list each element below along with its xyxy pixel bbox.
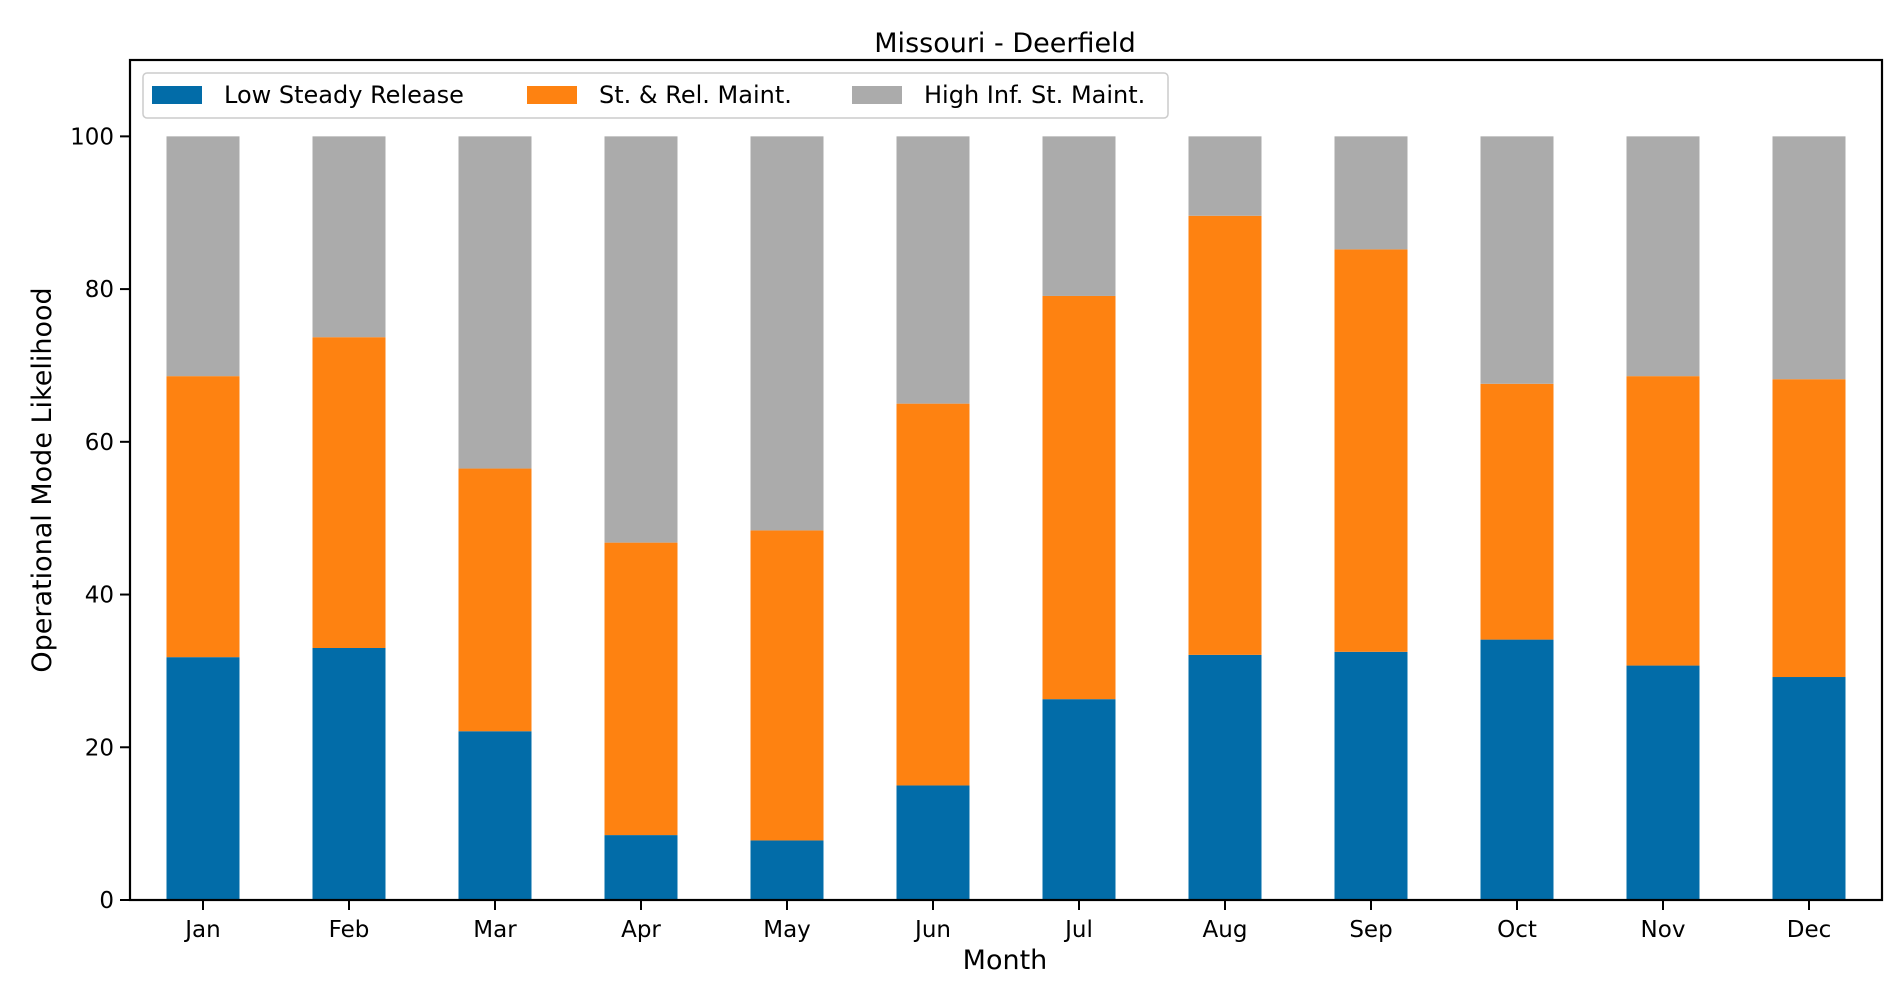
bar-may-series-2 — [750, 530, 824, 841]
y-tick-label: 80 — [85, 277, 114, 303]
x-tick-label: Dec — [1787, 917, 1832, 943]
bar-jan-series-3 — [166, 136, 240, 377]
x-tick-label: Feb — [329, 917, 370, 943]
bar-jun-series-3 — [896, 136, 970, 404]
bar-sep-series-2 — [1334, 249, 1408, 652]
legend-swatch-2 — [527, 86, 577, 104]
axes-layer: 0 20 40 60 80 100 Jan Feb Mar Apr May Jun Jul Aug Sep O… — [70, 58, 1884, 943]
chart-title: Missouri - Deerfield — [874, 28, 1135, 59]
x-axis-title: Month — [963, 945, 1048, 976]
x-tick-label: Jun — [913, 917, 951, 943]
bar-feb-series-1 — [312, 648, 386, 900]
bar-may-series-3 — [750, 136, 824, 531]
bar-nov-series-1 — [1626, 665, 1700, 900]
bar-oct-series-1 — [1480, 639, 1554, 900]
bar-aug-series-2 — [1188, 215, 1262, 655]
bar-feb-series-2 — [312, 337, 386, 648]
bar-mar-series-3 — [458, 136, 532, 469]
bar-apr-series-1 — [604, 835, 678, 900]
bar-jul-series-3 — [1042, 136, 1116, 296]
legend-label-1: Low Steady Release — [224, 81, 464, 109]
x-tick-label: Jan — [183, 917, 220, 943]
bar-jan-series-2 — [166, 376, 240, 658]
bar-dec-series-1 — [1772, 677, 1846, 900]
bar-mar-series-2 — [458, 468, 532, 732]
y-tick-label: 20 — [85, 735, 114, 761]
bar-jun-series-2 — [896, 403, 970, 786]
y-tick-label: 100 — [70, 124, 114, 150]
bar-dec-series-3 — [1772, 136, 1846, 380]
y-tick-label: 0 — [99, 888, 114, 914]
bar-nov-series-2 — [1626, 376, 1700, 666]
legend-label-2: St. & Rel. Maint. — [599, 81, 792, 109]
bar-mar-series-1 — [458, 731, 532, 900]
bar-jul-series-1 — [1042, 699, 1116, 900]
bar-oct-series-3 — [1480, 136, 1554, 384]
bar-sep-series-3 — [1334, 136, 1408, 250]
y-axis-title: Operational Mode Likelihood — [27, 287, 58, 672]
x-tick-label: Apr — [621, 917, 661, 943]
bars-layer — [166, 136, 1846, 900]
x-tick-label: Mar — [473, 917, 517, 943]
bar-apr-series-2 — [604, 542, 678, 836]
x-tick-label: Sep — [1349, 917, 1392, 943]
bar-jun-series-1 — [896, 785, 970, 900]
legend-swatch-1 — [152, 86, 202, 104]
bar-may-series-1 — [750, 840, 824, 900]
plot-frame — [128, 58, 1884, 902]
legend-swatch-3 — [852, 86, 902, 104]
bar-oct-series-2 — [1480, 383, 1554, 640]
bar-apr-series-3 — [604, 136, 678, 543]
legend-label-3: High Inf. St. Maint. — [924, 81, 1145, 109]
x-tick-label: Jul — [1063, 917, 1093, 943]
legend: Low Steady Release St. & Rel. Maint. High … — [142, 72, 1169, 119]
x-tick-label: Aug — [1203, 917, 1248, 943]
bar-feb-series-3 — [312, 136, 386, 338]
y-tick-label: 60 — [85, 430, 114, 456]
y-tick-label: 40 — [85, 583, 114, 609]
bar-jan-series-1 — [166, 657, 240, 900]
bar-aug-series-1 — [1188, 654, 1262, 900]
legend-box — [142, 72, 1169, 119]
bar-jul-series-2 — [1042, 295, 1116, 700]
x-tick-label: Nov — [1641, 917, 1686, 943]
bar-sep-series-1 — [1334, 651, 1408, 900]
x-tick-label: May — [763, 917, 811, 943]
bar-dec-series-2 — [1772, 379, 1846, 678]
bar-aug-series-3 — [1188, 136, 1262, 216]
x-tick-label: Oct — [1497, 917, 1537, 943]
bar-nov-series-3 — [1626, 136, 1700, 377]
